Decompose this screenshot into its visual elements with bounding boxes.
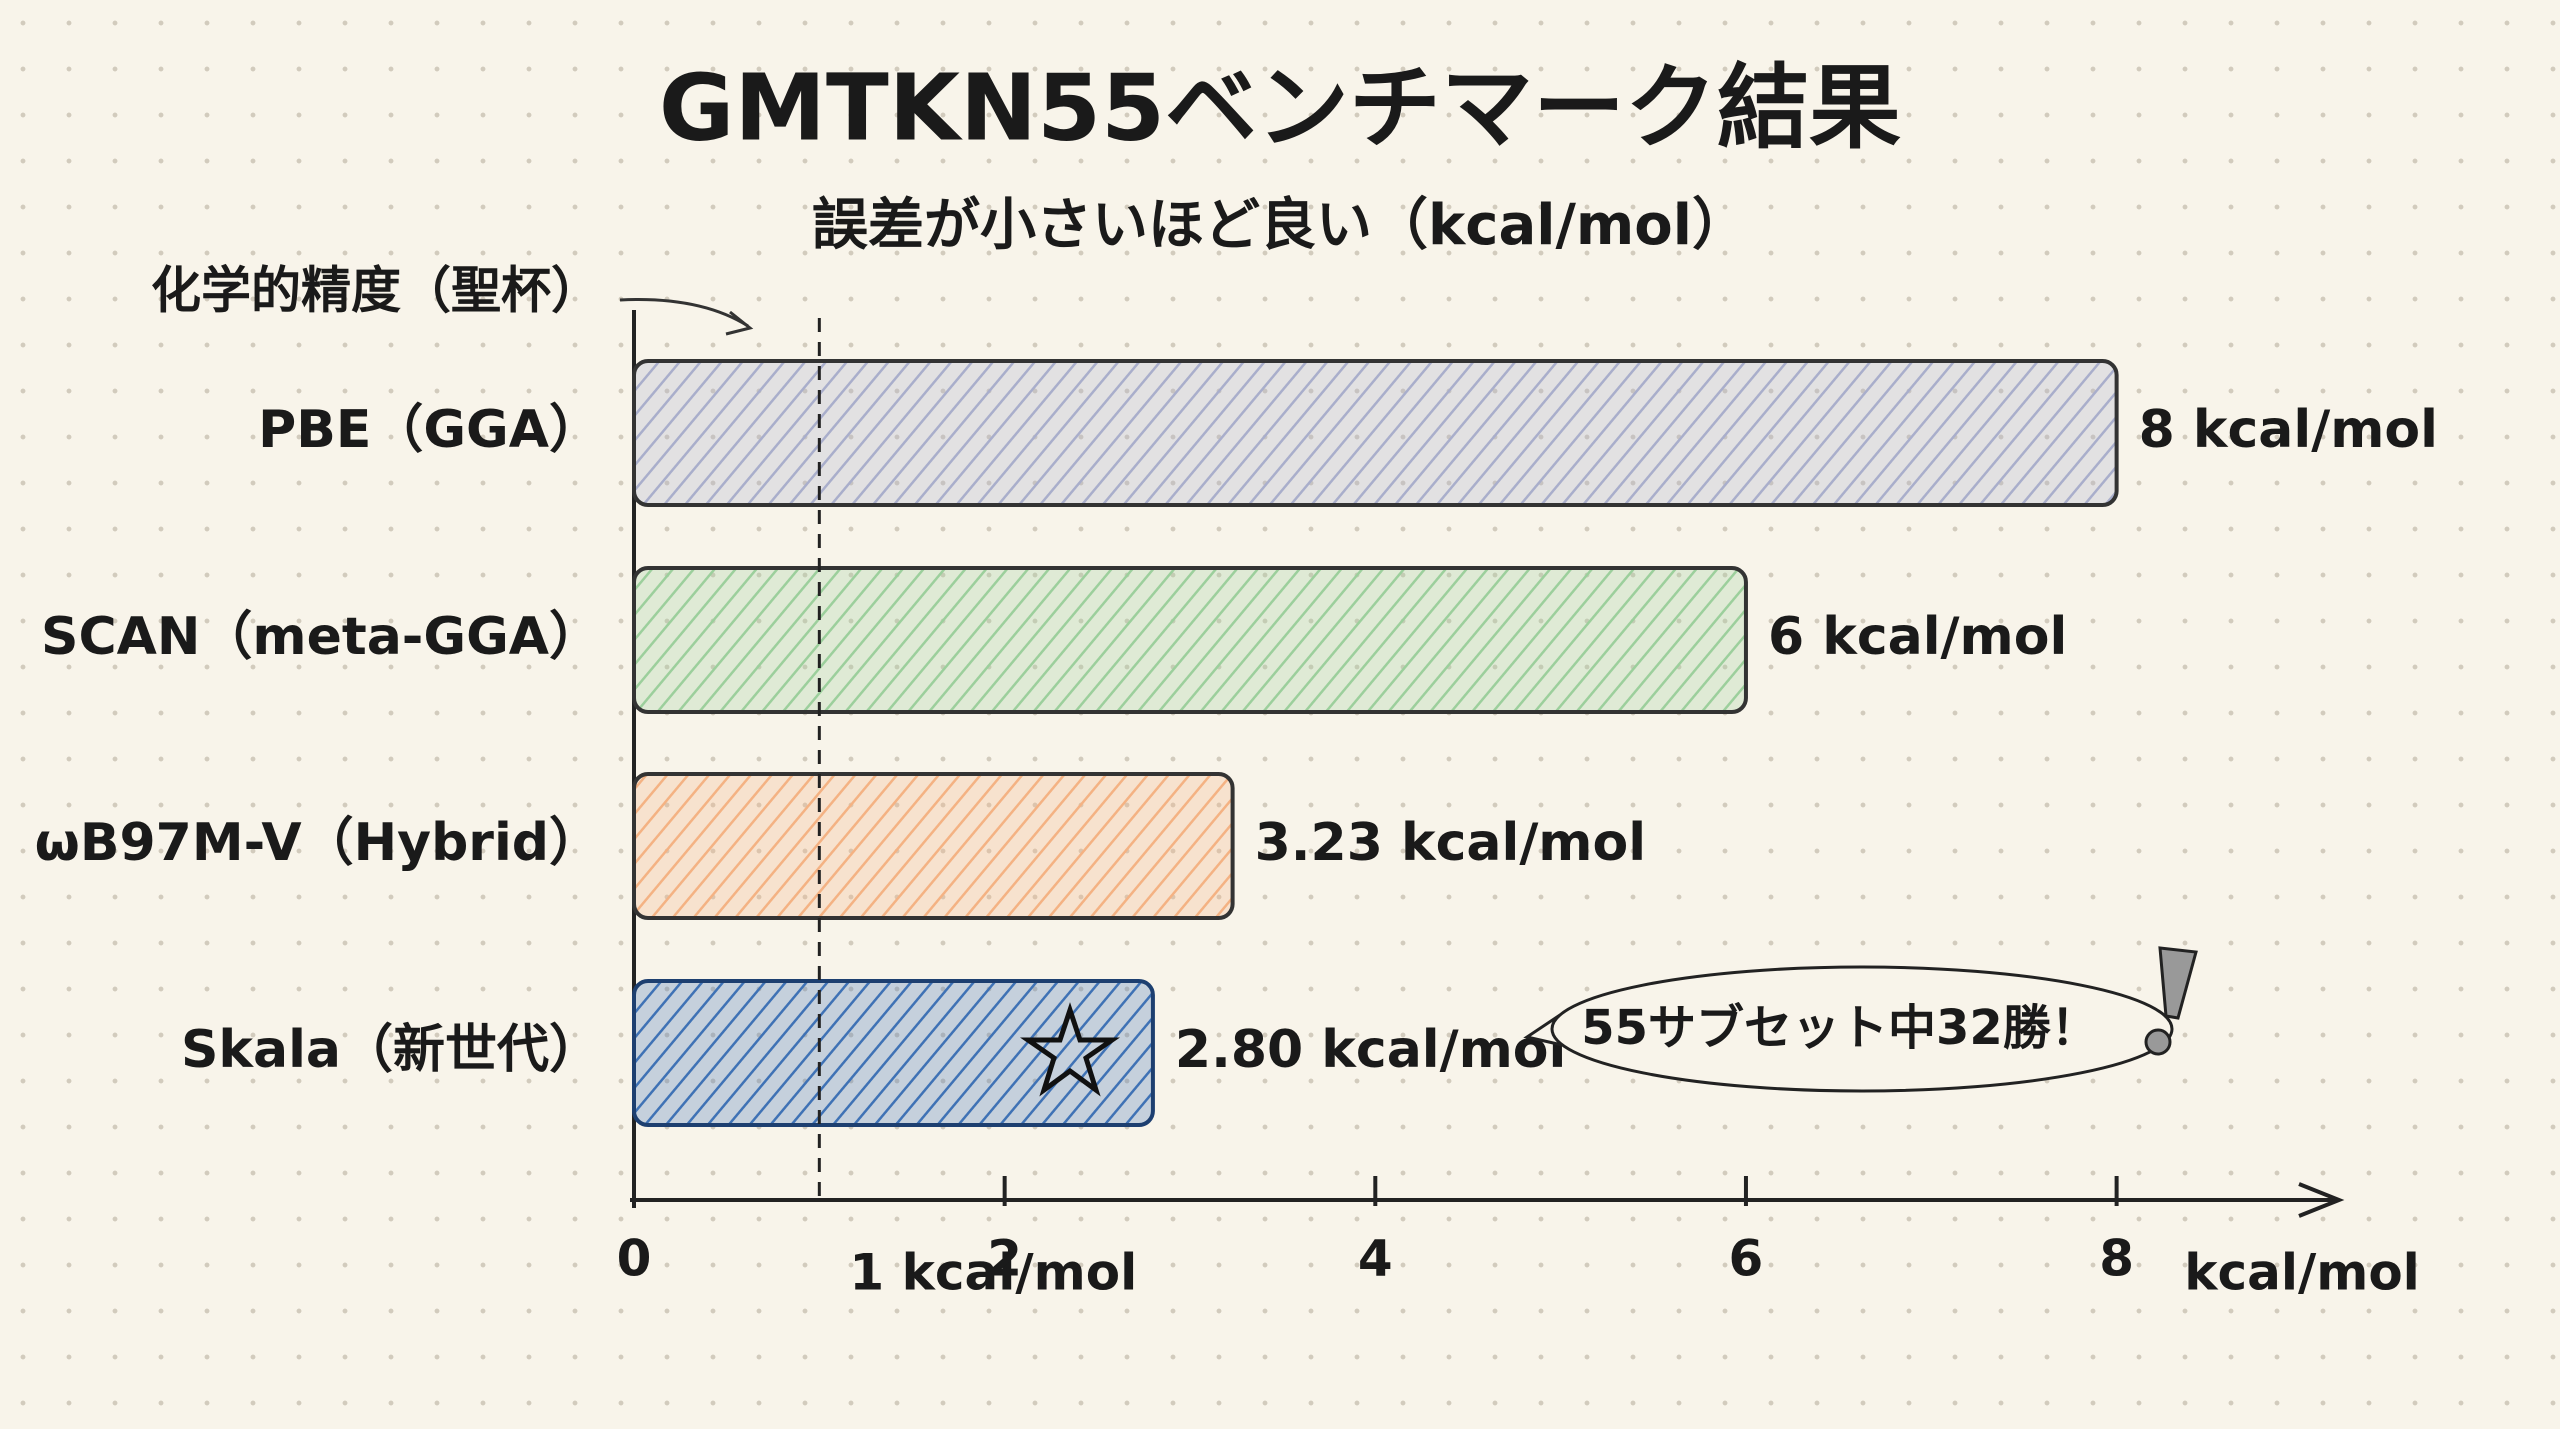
exclaim-icon (2158, 946, 2198, 1020)
exclaim-dot (2144, 1028, 2172, 1056)
value-label: 2.80 kcal/mol (1175, 1020, 1566, 1080)
category-label: Skala（新世代） (181, 1020, 601, 1080)
callout-text: 55サブセット中32勝！ (1581, 1000, 2099, 1056)
chart-subtitle: 誤差が小さいほど良い（kcal/mol） (812, 193, 1748, 258)
value-label: 8 kcal/mol (2139, 400, 2438, 460)
reference-annotation: 化学的精度（聖杯） (151, 262, 601, 320)
category-label: PBE（GGA） (258, 400, 601, 460)
x-tick-label: 0 (617, 1230, 652, 1288)
x-axis-arrow (2298, 1182, 2345, 1218)
x-tick-label: 8 (2099, 1230, 2134, 1288)
x-tick-label: 6 (1729, 1230, 1764, 1288)
bar (632, 979, 1155, 1127)
x-axis-label: kcal/mol (2184, 1244, 2420, 1302)
annotation-arrow (619, 298, 749, 328)
bar (632, 566, 1748, 714)
bar (632, 772, 1235, 920)
category-label: ωB97M-V（Hybrid） (35, 813, 601, 873)
value-label: 3.23 kcal/mol (1255, 813, 1646, 873)
category-label: SCAN（meta-GGA） (41, 607, 601, 667)
callout-bubble (1550, 965, 2174, 1093)
x-tick-label: 2 (987, 1230, 1022, 1288)
chart-title: GMTKN55ベンチマーク結果 (659, 54, 1901, 161)
reference-label: 1 kcal/mol (849, 1244, 1137, 1302)
bar (632, 359, 2119, 507)
x-tick-label: 4 (1358, 1230, 1393, 1288)
value-label: 6 kcal/mol (1768, 607, 2067, 667)
star-icon (1019, 1002, 1121, 1097)
annotation-arrow-head (725, 310, 754, 336)
